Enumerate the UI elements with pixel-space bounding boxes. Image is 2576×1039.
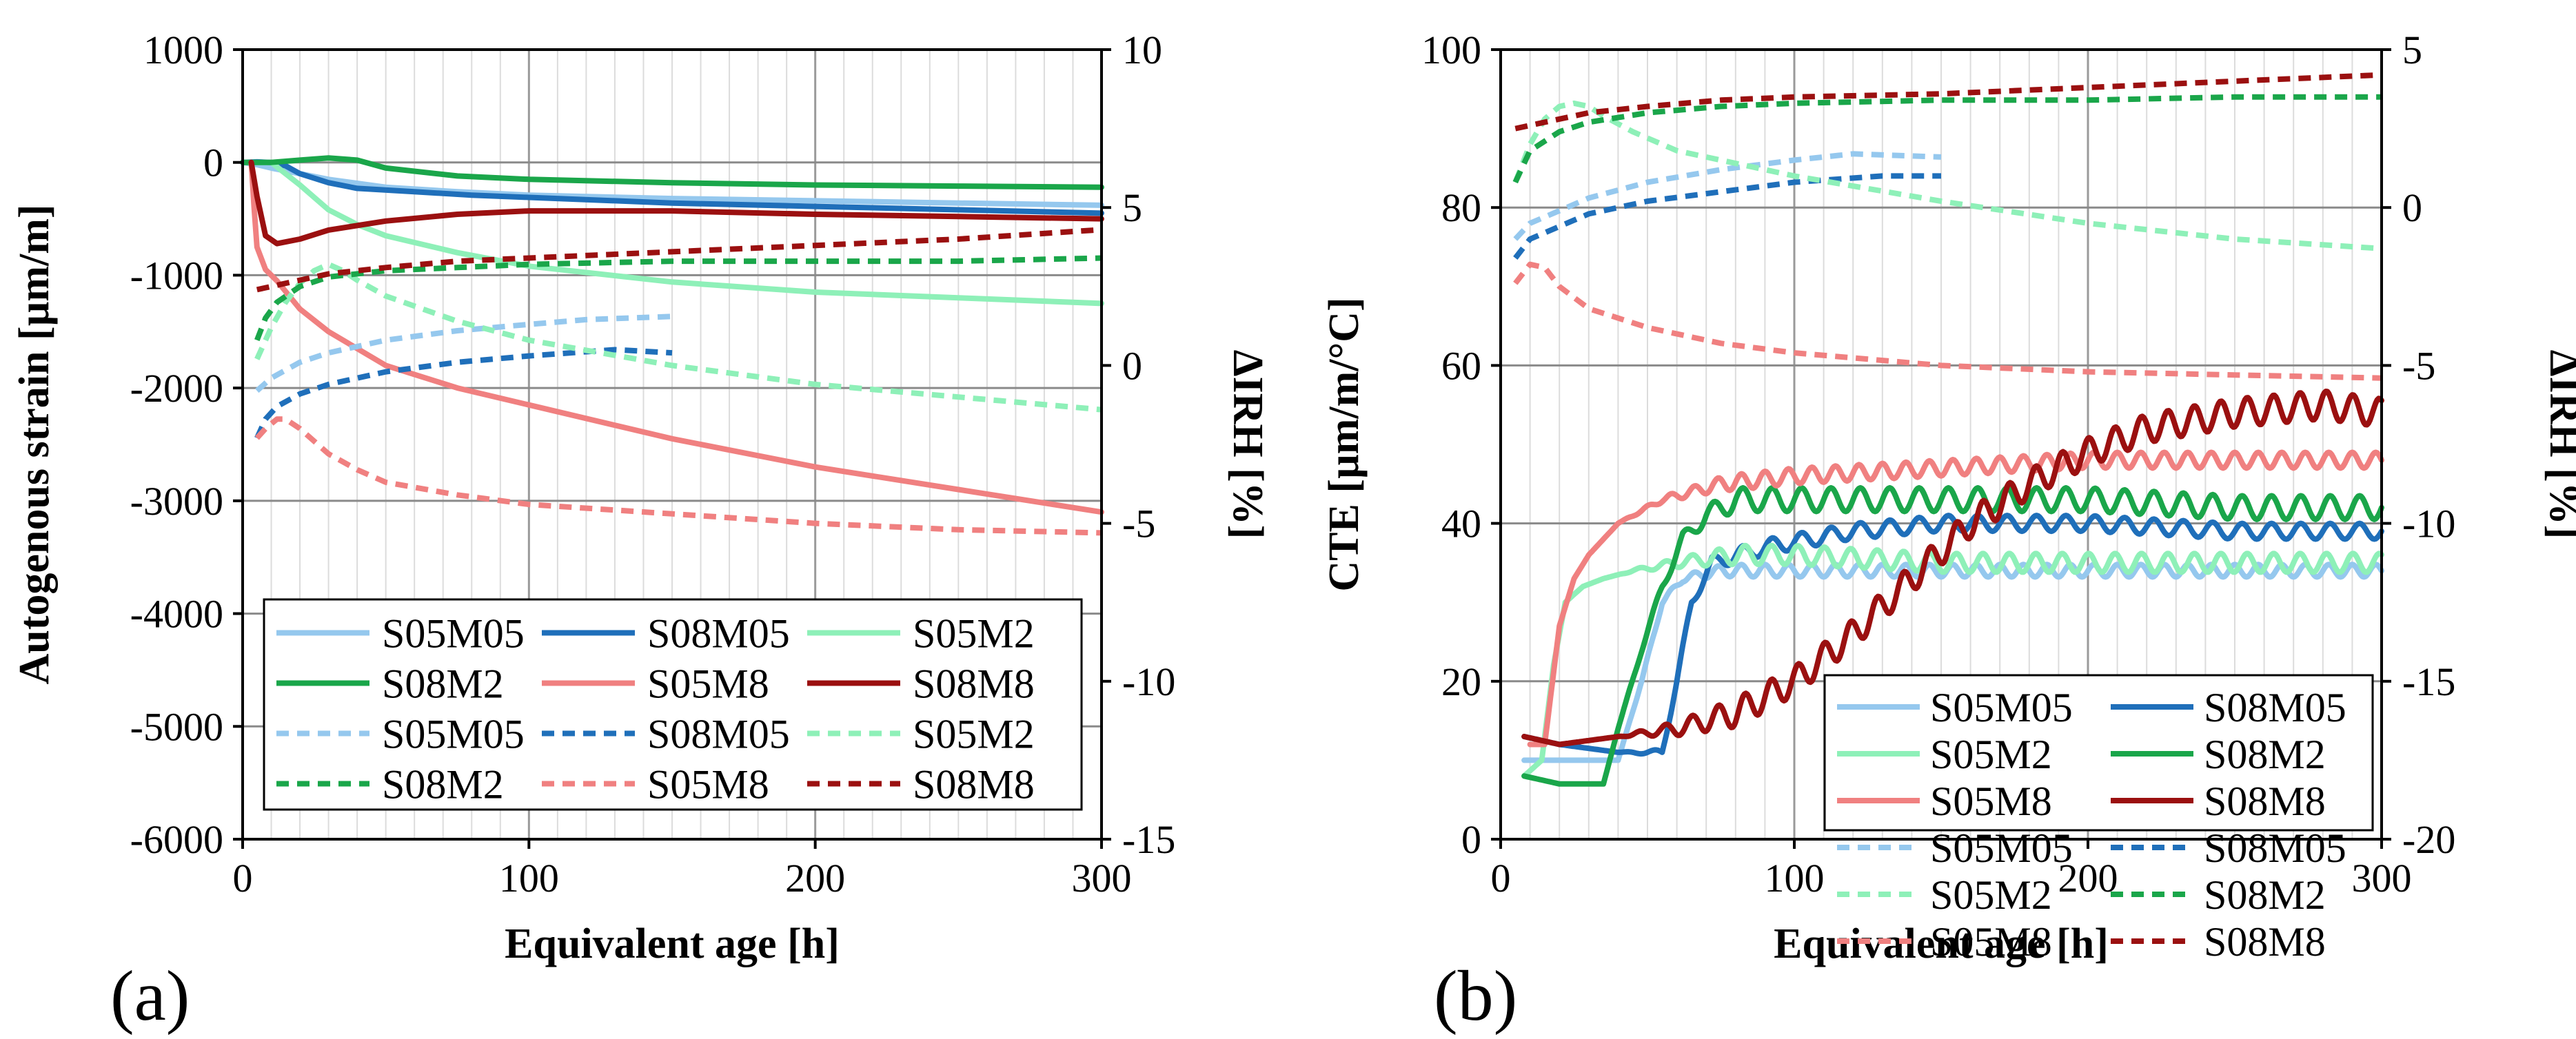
y2-tick-label: 0	[2402, 185, 2422, 230]
series-line-s08m2-solid	[1521, 485, 2384, 787]
y2-tick-label: -20	[2402, 817, 2455, 862]
series-line-s08m2-dashed	[1512, 94, 2382, 184]
legend-label: S08M2	[2204, 872, 2326, 918]
x-axis-title: Equivalent age [h]	[505, 920, 840, 967]
legend-label: S05M2	[913, 611, 1035, 657]
legend-label: S05M8	[1930, 919, 2052, 965]
series-line-s05m8-solid	[1527, 449, 2384, 748]
panel-label: (a)	[110, 956, 190, 1036]
plot-frame	[1499, 48, 2383, 841]
y-tick-label: 80	[1441, 185, 1481, 230]
y2-tick-label: -5	[1122, 502, 1155, 546]
x-tick-label: 100	[499, 856, 559, 901]
series-line-s05m05-dashed	[255, 313, 673, 393]
y-tick-label: 100	[1421, 28, 1481, 72]
legend-label: S08M05	[647, 712, 790, 757]
legend-label: S05M2	[1930, 872, 2052, 918]
legend-label: S08M8	[2204, 779, 2326, 824]
x-tick-label: 300	[1072, 856, 1132, 901]
y-tick-label: -5000	[130, 704, 223, 749]
y2-tick-label: -5	[2402, 343, 2435, 388]
series-line-s05m2-solid	[240, 159, 1104, 307]
y2-tick-label: -10	[2402, 502, 2455, 546]
y-tick-label: 60	[1441, 343, 1481, 388]
series-line-s05m2-dashed	[1512, 100, 2382, 251]
y2-tick-label: -15	[1122, 817, 1175, 862]
legend-label: S08M05	[647, 611, 790, 657]
legend-label: S05M2	[1930, 732, 2052, 777]
y-axis-title: Autogenous strain [µm/m]	[11, 204, 58, 684]
y-tick-label: -2000	[130, 366, 223, 411]
y2-tick-label: 0	[1122, 343, 1142, 388]
legend-label: S05M05	[382, 712, 525, 757]
legend-label: S08M05	[2204, 685, 2346, 730]
series-line-s08m8-dashed	[256, 227, 1102, 293]
y2-tick-label: 5	[2402, 28, 2422, 72]
legend-label: S05M8	[1930, 779, 2052, 824]
x-tick-label: 200	[785, 856, 845, 901]
y-tick-label: -3000	[130, 479, 223, 524]
series-line-s05m05-dashed	[1513, 151, 1942, 241]
series-line-s08m8-solid	[248, 159, 1104, 247]
x-tick-label: 0	[233, 856, 253, 901]
y-tick-label: 0	[203, 141, 223, 185]
legend-label: S08M8	[2204, 919, 2326, 965]
legend-label: S05M05	[1930, 825, 2073, 871]
y-axis-title: CTE [µm/m/°C]	[1321, 297, 1368, 591]
x-tick-label: 300	[2352, 856, 2412, 901]
y2-tick-label: 5	[1122, 185, 1142, 230]
y-tick-label: 1000	[143, 28, 223, 72]
y2-axis-title: ΔIRH [%]	[2541, 350, 2576, 539]
series-line-s08m8-dashed	[1514, 72, 2382, 132]
y2-axis-title: ΔIRH [%]	[1224, 350, 1271, 539]
series-line-s08m2-dashed	[254, 255, 1102, 342]
legend-label: S08M8	[913, 762, 1035, 807]
legend-label: S05M8	[647, 762, 769, 807]
y-tick-label: 20	[1441, 659, 1481, 704]
y-tick-label: -1000	[130, 253, 223, 298]
series-line-s05m2-dashed	[254, 261, 1102, 413]
legend-label: S08M2	[382, 661, 504, 707]
legend-label: S08M05	[2204, 825, 2346, 871]
legend-box	[263, 598, 1083, 811]
legend-label: S08M8	[913, 661, 1035, 707]
y-tick-label: -4000	[130, 592, 223, 637]
chart-panel-a: 0 100 200 300-6000-5000-4000-3000-2000-1000…	[11, 28, 1271, 1036]
y2-tick-label: 10	[1122, 28, 1162, 72]
panel-label: (b)	[1434, 956, 1517, 1036]
x-axis-title: Equivalent age [h]	[1774, 920, 2109, 967]
series-line-s05m8-dashed	[254, 416, 1102, 536]
series-line-s08m8-solid	[1521, 389, 2384, 748]
y-tick-label: 40	[1441, 502, 1481, 546]
legend-label: S05M05	[382, 611, 525, 657]
legend-label: S05M8	[647, 661, 769, 707]
y-tick-label: -6000	[130, 817, 223, 862]
series-line-s08m05-dashed	[1513, 173, 1941, 260]
y2-tick-label: -10	[1122, 659, 1175, 704]
legend-label: S08M2	[382, 762, 504, 807]
series-line-s05m2-solid	[1521, 542, 2384, 779]
legend-label: S05M2	[913, 712, 1035, 757]
legend-label: S08M2	[2204, 732, 2326, 777]
series-line-s08m05-dashed	[254, 347, 673, 440]
series-line-s05m8-dashed	[1513, 261, 2382, 381]
series-line-s08m2-solid	[240, 155, 1104, 190]
plot-frame	[241, 48, 1103, 841]
y-tick-label: 0	[1461, 817, 1481, 862]
series-line-s08m05-solid	[1521, 513, 2384, 757]
legend-label: S05M05	[1930, 685, 2073, 730]
x-tick-label: 200	[2058, 856, 2118, 901]
x-tick-label: 0	[1491, 856, 1511, 901]
x-tick-label: 100	[1765, 856, 1825, 901]
y2-tick-label: -15	[2402, 659, 2455, 704]
chart-panel-b: 0 100 200 300 0 20 40 60 80 100 -20 -15 -10 -5 0 5 Equiv…	[1321, 28, 2576, 1036]
